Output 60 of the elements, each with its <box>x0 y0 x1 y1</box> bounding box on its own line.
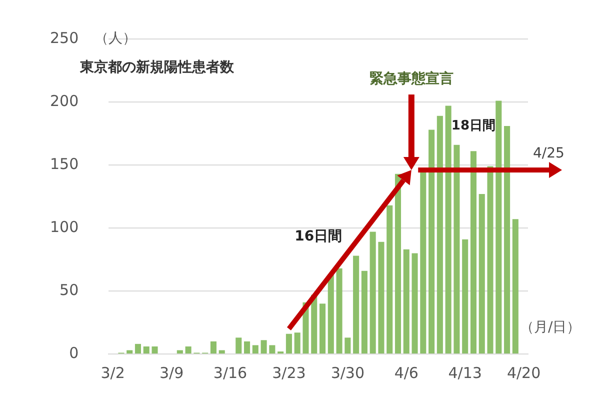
bar <box>311 294 318 354</box>
bar <box>462 239 468 354</box>
bar <box>328 274 334 354</box>
annotation: 緊急事態宣言 <box>369 70 454 87</box>
x-tick-label: 3/2 <box>100 364 125 382</box>
annotation: 18日間 <box>451 118 496 134</box>
x-tick-label: 4/20 <box>506 364 541 382</box>
x-tick-label: 3/16 <box>213 364 248 382</box>
bar <box>361 270 368 354</box>
bar <box>286 334 292 354</box>
x-axis-title: （月/日） <box>520 320 581 336</box>
bar <box>152 346 158 354</box>
bar <box>185 346 192 354</box>
bar <box>269 345 276 354</box>
y-tick-label: 200 <box>50 92 79 110</box>
text: 4/25 <box>533 145 564 162</box>
bar <box>403 249 410 354</box>
bar <box>252 345 258 354</box>
bar <box>454 144 460 354</box>
y-tick-label: 150 <box>50 154 79 173</box>
bar <box>478 194 485 354</box>
bar <box>378 242 384 354</box>
bar <box>504 126 510 354</box>
bar <box>210 341 216 354</box>
bar <box>386 205 393 354</box>
bar <box>436 116 443 354</box>
bar <box>487 166 494 354</box>
x-tick-label: 3/30 <box>330 364 365 382</box>
bar <box>420 172 426 354</box>
bar <box>126 350 133 354</box>
bar <box>236 338 242 354</box>
bar <box>353 256 360 354</box>
y-tick-label: 0 <box>69 344 79 362</box>
y-tick-label: 50 <box>60 280 79 299</box>
bar <box>134 344 142 354</box>
bar <box>244 341 250 354</box>
text: 東京都の新規陽性患者数 <box>79 58 235 76</box>
bar <box>319 304 326 354</box>
bar <box>143 346 150 354</box>
x-tick-label: 4/6 <box>394 364 418 382</box>
bar <box>176 350 183 354</box>
y-tick-label: 250 <box>50 28 79 47</box>
bar <box>344 338 351 354</box>
x-tick-label: 4/13 <box>448 364 482 382</box>
bar <box>445 106 452 354</box>
bar <box>336 268 342 354</box>
x-tick-label: 3/23 <box>272 364 306 382</box>
bar <box>470 151 476 354</box>
y-axis-title: （人） <box>94 30 137 47</box>
bar <box>428 130 435 354</box>
bar <box>260 340 267 354</box>
bar <box>512 219 518 354</box>
bar <box>370 232 376 354</box>
y-tick-label: 100 <box>50 218 79 236</box>
bar <box>496 100 502 354</box>
bar <box>218 350 225 354</box>
x-tick-label: 3/9 <box>159 364 184 382</box>
bar <box>412 253 418 354</box>
annotation: 16日間 <box>294 228 342 244</box>
bar <box>294 332 300 354</box>
